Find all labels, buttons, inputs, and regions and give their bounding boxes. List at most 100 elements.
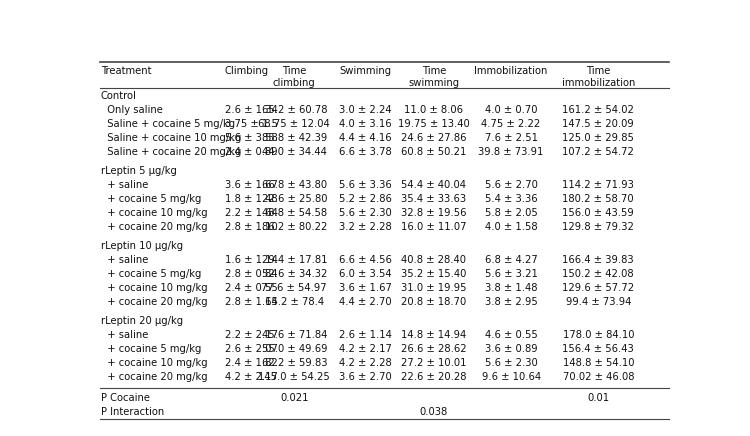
Text: 6.8 ± 4.27: 6.8 ± 4.27 — [484, 255, 538, 265]
Text: 5.6 ± 3.36: 5.6 ± 3.36 — [340, 180, 392, 190]
Text: 44.0 ± 34.44: 44.0 ± 34.44 — [262, 146, 327, 157]
Text: 180.2 ± 58.70: 180.2 ± 58.70 — [562, 194, 634, 204]
Text: 156.0 ± 43.59: 156.0 ± 43.59 — [562, 208, 634, 218]
Text: + cocaine 5 mg/kg: + cocaine 5 mg/kg — [100, 344, 201, 354]
Text: 54.4 ± 40.04: 54.4 ± 40.04 — [401, 180, 466, 190]
Text: 22.6 ± 20.28: 22.6 ± 20.28 — [401, 372, 466, 382]
Text: + cocaine 10 mg/kg: + cocaine 10 mg/kg — [100, 283, 207, 293]
Text: Climbing: Climbing — [224, 66, 268, 76]
Text: 3.75 ± 1.5: 3.75 ± 1.5 — [224, 119, 278, 129]
Text: 99.4 ± 73.94: 99.4 ± 73.94 — [566, 297, 631, 307]
Text: 86.2 ± 80.22: 86.2 ± 80.22 — [262, 221, 327, 232]
Text: 2.2 ± 2.17: 2.2 ± 2.17 — [224, 330, 278, 340]
Text: 2.8 ± 0.84: 2.8 ± 0.84 — [224, 269, 277, 279]
Text: 3.6 ± 1.67: 3.6 ± 1.67 — [224, 180, 278, 190]
Text: 3.6 ± 0.89: 3.6 ± 0.89 — [484, 344, 538, 354]
Text: 107.2 ± 54.72: 107.2 ± 54.72 — [562, 146, 634, 157]
Text: 5.6 ± 3.58: 5.6 ± 3.58 — [224, 133, 278, 143]
Text: Time
swimming: Time swimming — [408, 66, 459, 88]
Text: 156.4 ± 56.43: 156.4 ± 56.43 — [562, 344, 634, 354]
Text: + cocaine 10 mg/kg: + cocaine 10 mg/kg — [100, 208, 207, 218]
Text: + cocaine 5 mg/kg: + cocaine 5 mg/kg — [100, 269, 201, 279]
Text: 2.8 ± 1.64: 2.8 ± 1.64 — [224, 297, 278, 307]
Text: 150.2 ± 42.08: 150.2 ± 42.08 — [562, 269, 634, 279]
Text: 6.6 ± 4.56: 6.6 ± 4.56 — [339, 255, 392, 265]
Text: 52.6 ± 34.32: 52.6 ± 34.32 — [262, 269, 327, 279]
Text: 65.2 ± 60.78: 65.2 ± 60.78 — [262, 105, 327, 115]
Text: 24.6 ± 27.86: 24.6 ± 27.86 — [401, 133, 466, 143]
Text: 125.0 ± 29.85: 125.0 ± 29.85 — [562, 133, 634, 143]
Text: 19.75 ± 13.40: 19.75 ± 13.40 — [398, 119, 470, 129]
Text: 66.8 ± 43.80: 66.8 ± 43.80 — [262, 180, 327, 190]
Text: 2.4 ± 0.55: 2.4 ± 0.55 — [224, 283, 278, 293]
Text: 60.8 ± 50.21: 60.8 ± 50.21 — [401, 146, 466, 157]
Text: P Cocaine: P Cocaine — [100, 393, 150, 403]
Text: 6.0 ± 3.54: 6.0 ± 3.54 — [340, 269, 392, 279]
Text: 0.038: 0.038 — [420, 407, 448, 417]
Text: 5.6 ± 2.30: 5.6 ± 2.30 — [340, 208, 392, 218]
Text: 40.8 ± 28.40: 40.8 ± 28.40 — [401, 255, 466, 265]
Text: 6.6 ± 3.78: 6.6 ± 3.78 — [340, 146, 392, 157]
Text: 85.8 ± 42.39: 85.8 ± 42.39 — [262, 133, 327, 143]
Text: 35.4 ± 33.63: 35.4 ± 33.63 — [401, 194, 466, 204]
Text: 4.2 ± 2.17: 4.2 ± 2.17 — [339, 344, 392, 354]
Text: 145.0 ± 54.25: 145.0 ± 54.25 — [259, 372, 330, 382]
Text: 20.8 ± 18.70: 20.8 ± 18.70 — [401, 297, 466, 307]
Text: 147.5 ± 20.09: 147.5 ± 20.09 — [562, 119, 634, 129]
Text: + cocaine 5 mg/kg: + cocaine 5 mg/kg — [100, 194, 201, 204]
Text: Time
immobilization: Time immobilization — [562, 66, 635, 88]
Text: 161.2 ± 54.02: 161.2 ± 54.02 — [562, 105, 634, 115]
Text: 4.2 ± 2.28: 4.2 ± 2.28 — [340, 358, 392, 368]
Text: 3.6 ± 1.67: 3.6 ± 1.67 — [339, 283, 392, 293]
Text: Time
climbing: Time climbing — [273, 66, 316, 88]
Text: Saline + cocaine 10 mg/kg: Saline + cocaine 10 mg/kg — [100, 133, 241, 143]
Text: 5.8 ± 2.05: 5.8 ± 2.05 — [484, 208, 538, 218]
Text: 5.2 ± 2.86: 5.2 ± 2.86 — [339, 194, 392, 204]
Text: 4.6 ± 0.55: 4.6 ± 0.55 — [484, 330, 538, 340]
Text: 29.4 ± 17.81: 29.4 ± 17.81 — [262, 255, 327, 265]
Text: 3.2 ± 2.28: 3.2 ± 2.28 — [340, 221, 392, 232]
Text: Only saline: Only saline — [100, 105, 163, 115]
Text: 129.6 ± 57.72: 129.6 ± 57.72 — [562, 283, 634, 293]
Text: 22.6 ± 25.80: 22.6 ± 25.80 — [262, 194, 327, 204]
Text: P Interaction: P Interaction — [100, 407, 164, 417]
Text: 2.6 ± 2.07: 2.6 ± 2.07 — [224, 344, 278, 354]
Text: 26.6 ± 28.62: 26.6 ± 28.62 — [401, 344, 466, 354]
Text: 4.4 ± 2.70: 4.4 ± 2.70 — [340, 297, 392, 307]
Text: 4.0 ± 0.70: 4.0 ± 0.70 — [484, 105, 537, 115]
Text: + cocaine 20 mg/kg: + cocaine 20 mg/kg — [100, 297, 207, 307]
Text: Control: Control — [100, 91, 136, 101]
Text: 32.8 ± 19.56: 32.8 ± 19.56 — [401, 208, 466, 218]
Text: 0.01: 0.01 — [587, 393, 609, 403]
Text: 5.6 ± 3.21: 5.6 ± 3.21 — [484, 269, 538, 279]
Text: Swimming: Swimming — [340, 66, 392, 76]
Text: 77.6 ± 54.97: 77.6 ± 54.97 — [262, 283, 327, 293]
Text: 14.8 ± 14.94: 14.8 ± 14.94 — [401, 330, 466, 340]
Text: 2.4 ± 1.82: 2.4 ± 1.82 — [224, 358, 278, 368]
Text: 62.2 ± 59.83: 62.2 ± 59.83 — [262, 358, 327, 368]
Text: 4.4 ± 4.16: 4.4 ± 4.16 — [340, 133, 392, 143]
Text: 11.0 ± 8.06: 11.0 ± 8.06 — [404, 105, 464, 115]
Text: + saline: + saline — [100, 330, 148, 340]
Text: 16.0 ± 11.07: 16.0 ± 11.07 — [401, 221, 466, 232]
Text: 68.75 ± 12.04: 68.75 ± 12.04 — [259, 119, 330, 129]
Text: 2.8 ± 1.10: 2.8 ± 1.10 — [224, 221, 278, 232]
Text: 178.0 ± 84.10: 178.0 ± 84.10 — [562, 330, 634, 340]
Text: Treatment: Treatment — [100, 66, 152, 76]
Text: 3.0 ± 2.24: 3.0 ± 2.24 — [340, 105, 392, 115]
Text: 27.2 ± 10.01: 27.2 ± 10.01 — [401, 358, 466, 368]
Text: Immobilization: Immobilization — [475, 66, 548, 76]
Text: rLeptin 20 μg/kg: rLeptin 20 μg/kg — [100, 316, 183, 326]
Text: + cocaine 20 mg/kg: + cocaine 20 mg/kg — [100, 372, 207, 382]
Text: 4.0 ± 1.58: 4.0 ± 1.58 — [484, 221, 538, 232]
Text: + saline: + saline — [100, 255, 148, 265]
Text: 9.6 ± 10.64: 9.6 ± 10.64 — [482, 372, 541, 382]
Text: + saline: + saline — [100, 180, 148, 190]
Text: 2.2 ± 1.64: 2.2 ± 1.64 — [224, 208, 278, 218]
Text: 15.2 ± 78.4: 15.2 ± 78.4 — [265, 297, 324, 307]
Text: 1.6 ± 1.14: 1.6 ± 1.14 — [224, 255, 278, 265]
Text: 39.8 ± 73.91: 39.8 ± 73.91 — [478, 146, 544, 157]
Text: 7.6 ± 2.51: 7.6 ± 2.51 — [484, 133, 538, 143]
Text: 48.8 ± 54.58: 48.8 ± 54.58 — [262, 208, 327, 218]
Text: 3.8 ± 1.48: 3.8 ± 1.48 — [484, 283, 537, 293]
